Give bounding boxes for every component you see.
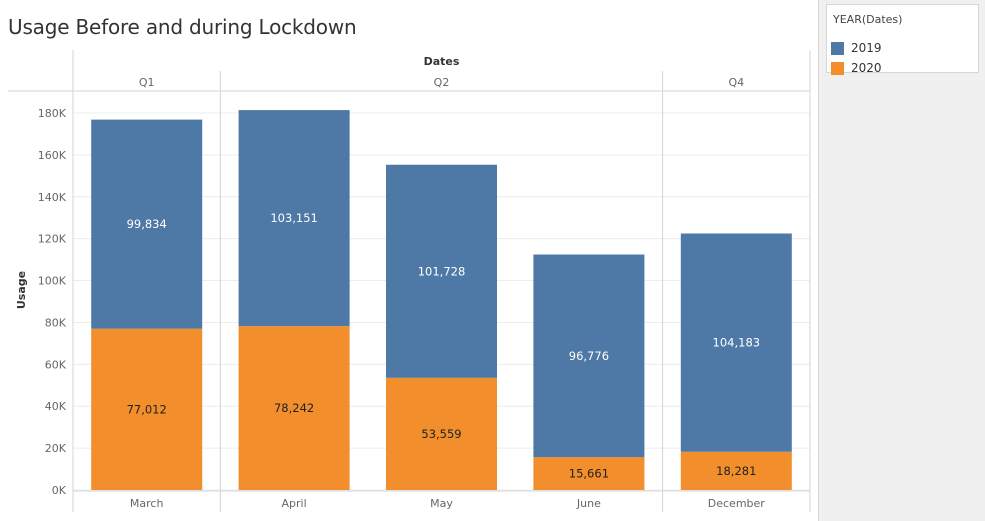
y-tick-label: 80K bbox=[45, 316, 67, 329]
x-tick-label: December bbox=[708, 497, 766, 510]
legend-label-2020: 2020 bbox=[851, 61, 882, 75]
y-tick-label: 160K bbox=[38, 149, 67, 162]
data-label-2020-december: 18,281 bbox=[716, 464, 756, 478]
y-tick-label: 40K bbox=[45, 400, 67, 413]
bar-2020-june bbox=[533, 457, 645, 490]
x-tick-label: June bbox=[576, 497, 601, 510]
group-label-q4: Q4 bbox=[728, 76, 744, 89]
data-label-2019-may: 101,728 bbox=[418, 264, 466, 278]
legend-item-2020[interactable]: 2020 bbox=[831, 60, 882, 76]
legend-swatch-2020 bbox=[831, 61, 844, 75]
data-label-2020-may: 53,559 bbox=[421, 427, 461, 441]
x-tick-label: April bbox=[282, 497, 307, 510]
legend-swatch-2019 bbox=[831, 41, 844, 55]
y-tick-label: 100K bbox=[38, 275, 67, 288]
bar-2019-june bbox=[533, 254, 645, 458]
stacked-bar-chart: Usage 0K 20K 40K 60K 80K 100K 120K 140K 160K 180K D… bbox=[8, 50, 811, 512]
bar-2020-april bbox=[238, 326, 350, 490]
x-tick-label: May bbox=[430, 497, 453, 510]
y-axis-title: Usage bbox=[15, 271, 28, 309]
group-label-q2: Q2 bbox=[434, 76, 450, 89]
side-panel bbox=[818, 0, 985, 521]
y-tick-label: 180K bbox=[38, 107, 67, 120]
y-tick-label: 120K bbox=[38, 233, 67, 246]
data-label-2020-june: 15,661 bbox=[569, 467, 609, 481]
y-tick-label: 140K bbox=[38, 191, 67, 204]
bar-2020-may bbox=[386, 377, 497, 490]
data-label-2019-june: 96,776 bbox=[569, 349, 609, 363]
bar-2019-april bbox=[238, 110, 350, 327]
sheet-title: Usage Before and during Lockdown bbox=[8, 15, 357, 39]
y-tick-label: 0K bbox=[52, 484, 67, 497]
y-tick-label: 60K bbox=[45, 358, 67, 371]
bar-2019-december bbox=[680, 233, 792, 452]
legend-label-2019: 2019 bbox=[851, 41, 882, 55]
bar-2020-december bbox=[680, 451, 792, 490]
column-header-title: Dates bbox=[424, 55, 460, 68]
bar-2019-march bbox=[91, 119, 203, 329]
data-label-2020-march: 77,012 bbox=[127, 402, 167, 416]
x-tick-label: March bbox=[130, 497, 164, 510]
data-label-2019-march: 99,834 bbox=[127, 217, 167, 231]
data-label-2020-april: 78,242 bbox=[274, 401, 314, 415]
legend-title: YEAR(Dates) bbox=[833, 13, 903, 26]
group-label-q1: Q1 bbox=[139, 76, 155, 89]
bar-2019-may bbox=[386, 164, 497, 378]
bar-2020-march bbox=[91, 328, 203, 490]
data-label-2019-december: 104,183 bbox=[713, 336, 761, 350]
legend[interactable]: YEAR(Dates) 2019 2020 bbox=[826, 4, 979, 76]
y-tick-label: 20K bbox=[45, 442, 67, 455]
data-label-2019-april: 103,151 bbox=[270, 211, 318, 225]
legend-item-2019[interactable]: 2019 bbox=[831, 40, 882, 56]
